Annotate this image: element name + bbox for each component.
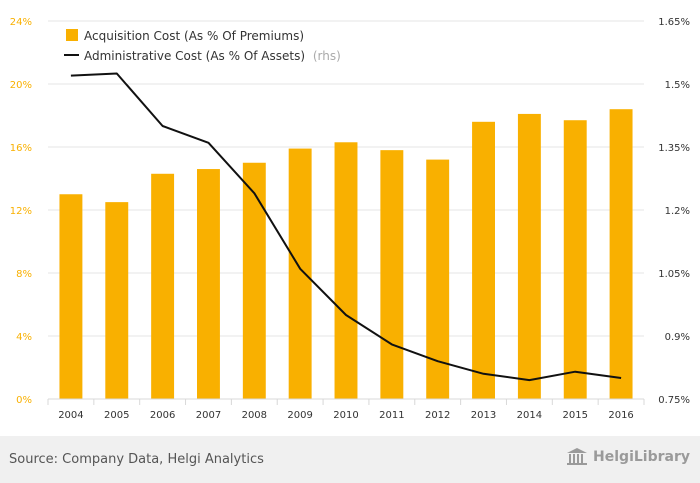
administrative-cost-line: [70, 72, 622, 382]
bar-2012: [426, 159, 450, 399]
x-tick-label: 2010: [333, 410, 358, 421]
right-tick-label: 1.5%: [665, 80, 690, 91]
source-text: Source: Company Data, Helgi Analytics: [9, 452, 264, 467]
x-tick-label: 2006: [150, 410, 175, 421]
x-tick-label: 2016: [608, 410, 633, 421]
library-building-icon: [567, 448, 588, 465]
right-tick-label: 1.65%: [658, 17, 690, 28]
bar-2007: [197, 169, 220, 399]
x-tick-label: 2009: [287, 410, 312, 421]
bar-2009: [288, 148, 312, 399]
x-tick-label: 2008: [242, 410, 267, 421]
right-tick-label: 0.9%: [665, 332, 690, 343]
left-tick-label: 12%: [10, 206, 32, 217]
left-tick-label: 24%: [10, 17, 32, 28]
bar-2013: [472, 121, 495, 400]
helgi-library-logo[interactable]: HelgiLibrary: [566, 448, 690, 466]
bar-2008: [242, 162, 266, 399]
logo-text: HelgiLibrary: [593, 449, 690, 465]
footer: Source: Company Data, Helgi Analytics He…: [0, 436, 700, 483]
x-tick-label: 2011: [379, 410, 404, 421]
x-axis-ticks: 2004 2005 2006 2007 2008 2009 2010 2011 2012 2013…: [47, 398, 645, 421]
legend-label-line-suffix: (rhs): [313, 49, 341, 63]
left-tick-label: 0%: [16, 395, 32, 406]
legend: Acquisition Cost (As % Of Premiums) Admi…: [64, 29, 341, 63]
bar-2014: [517, 113, 541, 400]
chart: 0% 4% 8% 12% 16% 20% 24% 0.75% 0.9% 1.05% 1.2% 1.3…: [10, 17, 690, 421]
x-tick-label: 2015: [563, 410, 588, 421]
bar-2016: [609, 109, 633, 399]
left-tick-label: 8%: [16, 269, 32, 280]
right-tick-label: 1.05%: [658, 269, 690, 280]
bar-2006: [151, 173, 175, 399]
x-tick-label: 2014: [517, 410, 542, 421]
bar-2005: [105, 202, 129, 399]
right-tick-label: 1.35%: [658, 143, 690, 154]
legend-label-line: Administrative Cost (As % Of Assets) (rh…: [84, 49, 341, 63]
bar-2010: [334, 142, 358, 399]
x-tick-label: 2004: [58, 410, 83, 421]
right-tick-label: 1.2%: [665, 206, 690, 217]
bar-2004: [59, 194, 83, 399]
legend-label-bar: Acquisition Cost (As % Of Premiums): [84, 29, 304, 43]
bar-2015: [563, 120, 587, 399]
x-tick-label: 2012: [425, 410, 450, 421]
line-series: [70, 72, 622, 382]
legend-label-line-name: Administrative Cost (As % Of Assets): [84, 49, 305, 63]
left-tick-label: 4%: [16, 332, 32, 343]
left-tick-label: 16%: [10, 143, 32, 154]
x-tick-label: 2013: [471, 410, 496, 421]
x-tick-label: 2005: [104, 410, 129, 421]
right-axis-ticks: 0.75% 0.9% 1.05% 1.2% 1.35% 1.5% 1.65%: [658, 17, 690, 406]
x-tick-label: 2007: [196, 410, 221, 421]
legend-swatch-bar: [66, 29, 78, 41]
left-axis-ticks: 0% 4% 8% 12% 16% 20% 24%: [10, 17, 32, 406]
bar-series: [59, 109, 633, 400]
left-tick-label: 20%: [10, 80, 32, 91]
bar-2011: [380, 150, 404, 399]
right-tick-label: 0.75%: [658, 395, 690, 406]
